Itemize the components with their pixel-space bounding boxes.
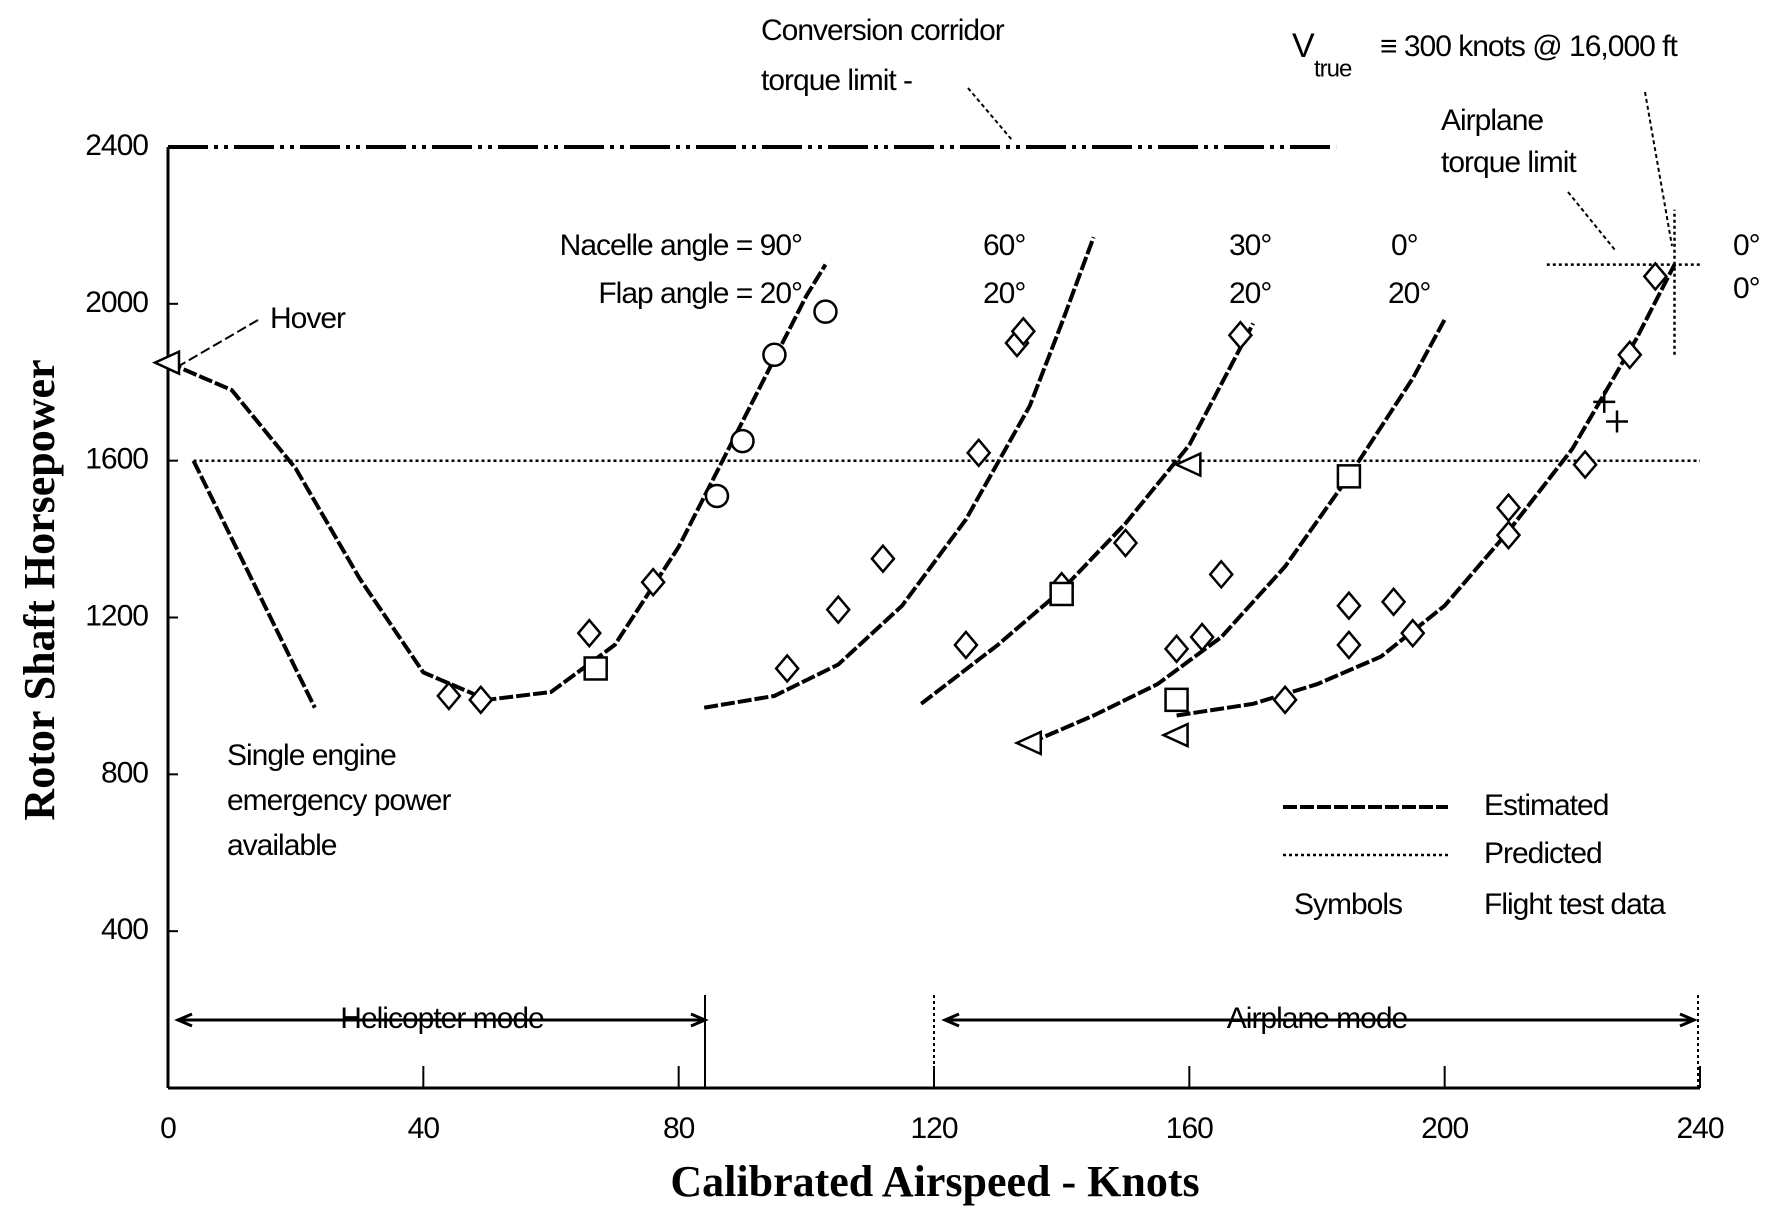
- annotation: torque limit: [1441, 146, 1577, 179]
- flight-test-point: [1272, 684, 1298, 715]
- annotation: Single engine: [227, 739, 396, 772]
- annotation: 60°: [983, 229, 1025, 262]
- legend: Estimated Predicted Symbols Flight test dat…: [1283, 789, 1667, 921]
- curve-estimated: [167, 263, 828, 702]
- flight-test-point: [953, 630, 979, 660]
- annotation: Conversion corridor: [761, 14, 1005, 47]
- flight-test-point: [762, 342, 787, 368]
- legend-label: Flight test data: [1484, 888, 1666, 921]
- flight-test-point: [1572, 449, 1598, 480]
- legend-label: Estimated: [1484, 789, 1608, 822]
- y-tick-label: 2400: [85, 129, 148, 162]
- curve-estimated: [191, 459, 317, 709]
- annotation: torque limit -: [761, 64, 912, 97]
- flight-test-point: [1173, 451, 1202, 478]
- flight-test-point: [1189, 622, 1215, 653]
- annotation: Helicopter mode: [340, 1002, 544, 1035]
- y-tick-label: 800: [101, 756, 148, 789]
- flight-test-point: [1336, 464, 1362, 489]
- annotation: emergency power: [227, 784, 451, 817]
- x-tick-label: 40: [408, 1112, 440, 1145]
- annotation: 0°: [1391, 229, 1418, 262]
- annotation: Hover: [270, 302, 346, 335]
- annotation: 0°: [1733, 229, 1760, 262]
- flight-test-point: [966, 437, 992, 468]
- flight-test-point: [436, 680, 462, 711]
- flight-test-point: [468, 684, 494, 715]
- flight-test-point: [1163, 633, 1190, 664]
- y-tick-label: 400: [101, 913, 148, 946]
- y-tick-label: 2000: [85, 286, 148, 319]
- leader: [1567, 191, 1616, 251]
- annotation: available: [227, 829, 337, 862]
- flight-test-point: [1160, 722, 1189, 749]
- annotation: V: [1292, 27, 1315, 65]
- flight-test-point: [1227, 320, 1254, 351]
- flight-test-point: [1617, 339, 1643, 370]
- flight-test-point: [1049, 581, 1074, 607]
- flight-test-point: [813, 299, 838, 324]
- curve-estimated: [1029, 318, 1447, 745]
- flight-test-point: [870, 543, 896, 574]
- annotation: 20°: [1388, 277, 1430, 310]
- flight-test-point: [825, 594, 851, 625]
- annotation: 20°: [983, 277, 1025, 310]
- leader-lines: [171, 87, 1673, 371]
- flight-test-point: [1400, 618, 1426, 649]
- annotation: true: [1314, 55, 1352, 82]
- curve-estimated: [703, 236, 1096, 710]
- x-tick-label: 120: [910, 1112, 957, 1145]
- flight-test-point: [576, 618, 602, 649]
- flight-test-point: [151, 349, 181, 376]
- leader: [967, 87, 1013, 141]
- x-tick-label: 0: [160, 1112, 176, 1145]
- curve-estimated: [1176, 263, 1677, 718]
- flight-test-point: [1495, 520, 1522, 551]
- flight-test-point: [704, 483, 730, 509]
- flight-test-point: [1380, 586, 1407, 617]
- mode-arrow: [941, 1012, 1698, 1028]
- flight-test-point: [1112, 528, 1139, 558]
- annotation: 0°: [1733, 272, 1760, 305]
- flight-test-point: [1013, 730, 1042, 756]
- flight-test-point: [1593, 390, 1616, 413]
- annotation: ≡ 300 knots @ 16,000 ft: [1380, 30, 1678, 63]
- flight-test-point: [1642, 261, 1668, 292]
- flight-test-point: [1164, 687, 1189, 713]
- annotation: 30°: [1229, 229, 1271, 262]
- annotation: Airplane: [1441, 104, 1543, 137]
- flight-test-point: [583, 656, 608, 681]
- y-axis-title: Rotor Shaft Horsepower: [15, 359, 64, 820]
- legend-key: Symbols: [1294, 888, 1402, 921]
- flight-test-point: [1010, 316, 1037, 347]
- x-tick-label: 200: [1421, 1112, 1468, 1145]
- y-tick-label: 1200: [85, 599, 148, 632]
- flight-test-point: [1336, 590, 1362, 621]
- x-tick-label: 160: [1166, 1112, 1213, 1145]
- annotation: Flap angle = 20°: [598, 277, 802, 310]
- leader: [1644, 91, 1673, 247]
- x-tick-label: 240: [1676, 1112, 1723, 1145]
- flight-test-point: [730, 428, 755, 454]
- flight-test-point: [774, 653, 800, 684]
- curve-estimated: [919, 322, 1255, 706]
- flight-test-point: [1606, 410, 1629, 433]
- flight-test-point: [640, 567, 666, 598]
- x-tick-label: 80: [663, 1112, 695, 1145]
- x-axis-title: Calibrated Airspeed - Knots: [670, 1157, 1199, 1206]
- legend-label: Predicted: [1484, 837, 1602, 870]
- flight-test-point: [1336, 630, 1362, 660]
- annotation: Airplane mode: [1227, 1002, 1408, 1035]
- annotation: Nacelle angle = 90°: [560, 229, 802, 262]
- y-tick-label: 1600: [85, 443, 148, 476]
- flight-test-point: [1208, 559, 1234, 590]
- leader: [171, 319, 259, 371]
- annotation: 20°: [1229, 277, 1271, 310]
